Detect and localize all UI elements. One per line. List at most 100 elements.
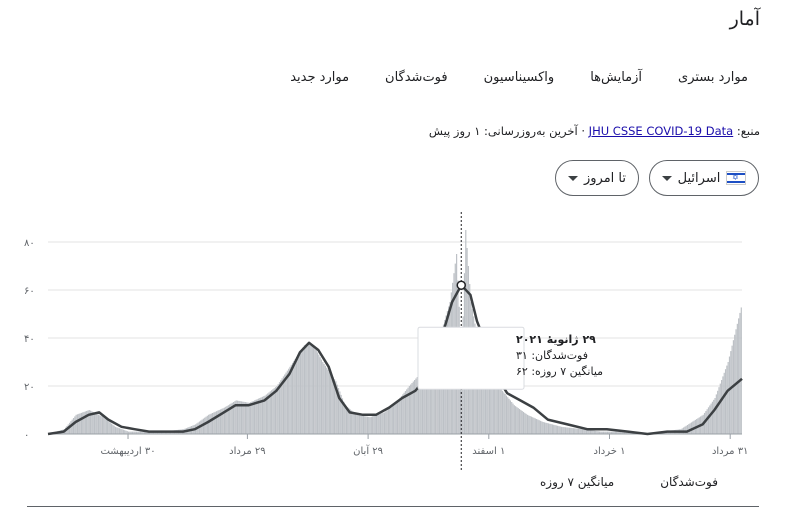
- bar: [293, 360, 295, 434]
- bar: [435, 348, 437, 434]
- bar: [280, 380, 282, 434]
- bar: [538, 420, 540, 434]
- tab-hospitalizations[interactable]: موارد بستری: [678, 70, 748, 85]
- chevron-down-icon: [662, 175, 672, 181]
- bar: [545, 422, 547, 434]
- bar: [277, 384, 279, 434]
- bar: [107, 420, 109, 434]
- bar: [257, 398, 260, 434]
- bar: [415, 378, 417, 434]
- bar: [507, 397, 509, 434]
- x-tick-label: ۲۹ مرداد: [229, 446, 266, 457]
- tab-deaths[interactable]: فوت‌شدگان: [385, 70, 448, 85]
- y-tick-label: ۸۰: [24, 238, 35, 249]
- bar: [100, 415, 102, 434]
- bar: [319, 357, 321, 434]
- bar: [728, 356, 731, 434]
- bar: [137, 431, 139, 434]
- bar: [322, 362, 324, 434]
- bar: [480, 352, 483, 434]
- bar: [374, 415, 376, 434]
- bar: [379, 413, 382, 434]
- tab-new-cases[interactable]: موارد جدید: [290, 70, 350, 85]
- bar: [70, 421, 72, 434]
- country-dropdown-label: اسرائیل: [677, 170, 721, 186]
- bar: [235, 400, 237, 434]
- x-tick-label: ۲۹ آبان: [353, 444, 383, 457]
- chart-legend: فوت‌شدگان میانگین ۷ روزه: [540, 475, 718, 489]
- country-dropdown[interactable]: ✡ اسرائیل: [649, 160, 759, 196]
- bar: [358, 415, 361, 434]
- bar: [351, 410, 353, 434]
- bar: [511, 402, 513, 434]
- bar: [354, 413, 357, 434]
- bar: [343, 401, 345, 434]
- source-line: منبع: JHU CSSE COVID-19 Data · آخرین به‌…: [429, 124, 760, 138]
- stats-tabs: موارد جدید فوت‌شدگان واکسیناسیون آزمایش‌…: [290, 70, 748, 85]
- bar: [219, 409, 222, 434]
- bar: [411, 383, 413, 434]
- bar: [566, 427, 568, 434]
- bar: [113, 425, 115, 434]
- bar: [627, 432, 630, 434]
- bar: [147, 431, 149, 434]
- source-link[interactable]: JHU CSSE COVID-19 Data: [588, 124, 734, 138]
- bar: [402, 394, 404, 434]
- bar: [290, 364, 292, 434]
- bar: [369, 417, 371, 434]
- bar: [494, 382, 496, 434]
- bar: [400, 396, 403, 434]
- bar: [394, 403, 396, 434]
- series-line-7day-average: [47, 283, 743, 436]
- bar: [572, 428, 574, 434]
- bar: [109, 422, 111, 434]
- bar: [222, 408, 224, 434]
- bar: [125, 430, 127, 434]
- bar: [610, 431, 613, 434]
- bar: [273, 388, 275, 434]
- bar: [271, 390, 273, 434]
- bar: [528, 415, 530, 434]
- bar: [503, 392, 505, 434]
- bar: [616, 431, 618, 434]
- bar: [139, 431, 142, 434]
- bar: [526, 414, 529, 434]
- bar: [395, 402, 397, 434]
- bar: [260, 397, 262, 434]
- bar: [630, 432, 632, 434]
- bar: [492, 381, 494, 434]
- bar: [518, 409, 521, 434]
- bar: [501, 390, 504, 434]
- bar: [282, 376, 285, 434]
- bar: [251, 401, 253, 434]
- bar: [302, 347, 304, 434]
- bar: [539, 420, 542, 434]
- bar: [382, 412, 384, 434]
- x-tick-label: ۳۰ اردیبهشت: [100, 446, 155, 457]
- bar: [92, 411, 94, 434]
- bar: [710, 403, 712, 434]
- bar: [361, 415, 363, 434]
- bar: [341, 398, 344, 434]
- bar: [311, 345, 313, 434]
- bar: [339, 391, 341, 434]
- bar: [276, 386, 278, 434]
- bar: [389, 408, 391, 434]
- bar: [362, 416, 365, 434]
- deaths-chart[interactable]: ۰ ۲۰ ۴۰ ۶۰ ۸۰ ۳۰ اردیبهشت ۲۹ مرداد ۲۹ آبان ۱ اسف…: [0, 210, 786, 470]
- bar: [201, 419, 203, 434]
- date-range-dropdown[interactable]: تا امروز: [555, 160, 639, 196]
- bar: [579, 428, 581, 434]
- bar: [299, 351, 302, 434]
- bar: [707, 407, 710, 434]
- bar: [221, 408, 223, 434]
- bar: [482, 357, 484, 434]
- bar: [232, 402, 235, 434]
- bar: [236, 400, 239, 434]
- bar: [428, 363, 430, 434]
- tab-vaccinations[interactable]: واکسیناسیون: [483, 70, 555, 85]
- bar: [486, 367, 488, 434]
- bar: [301, 349, 303, 434]
- tab-tests[interactable]: آزمایش‌ها: [590, 70, 643, 85]
- bar: [512, 403, 514, 434]
